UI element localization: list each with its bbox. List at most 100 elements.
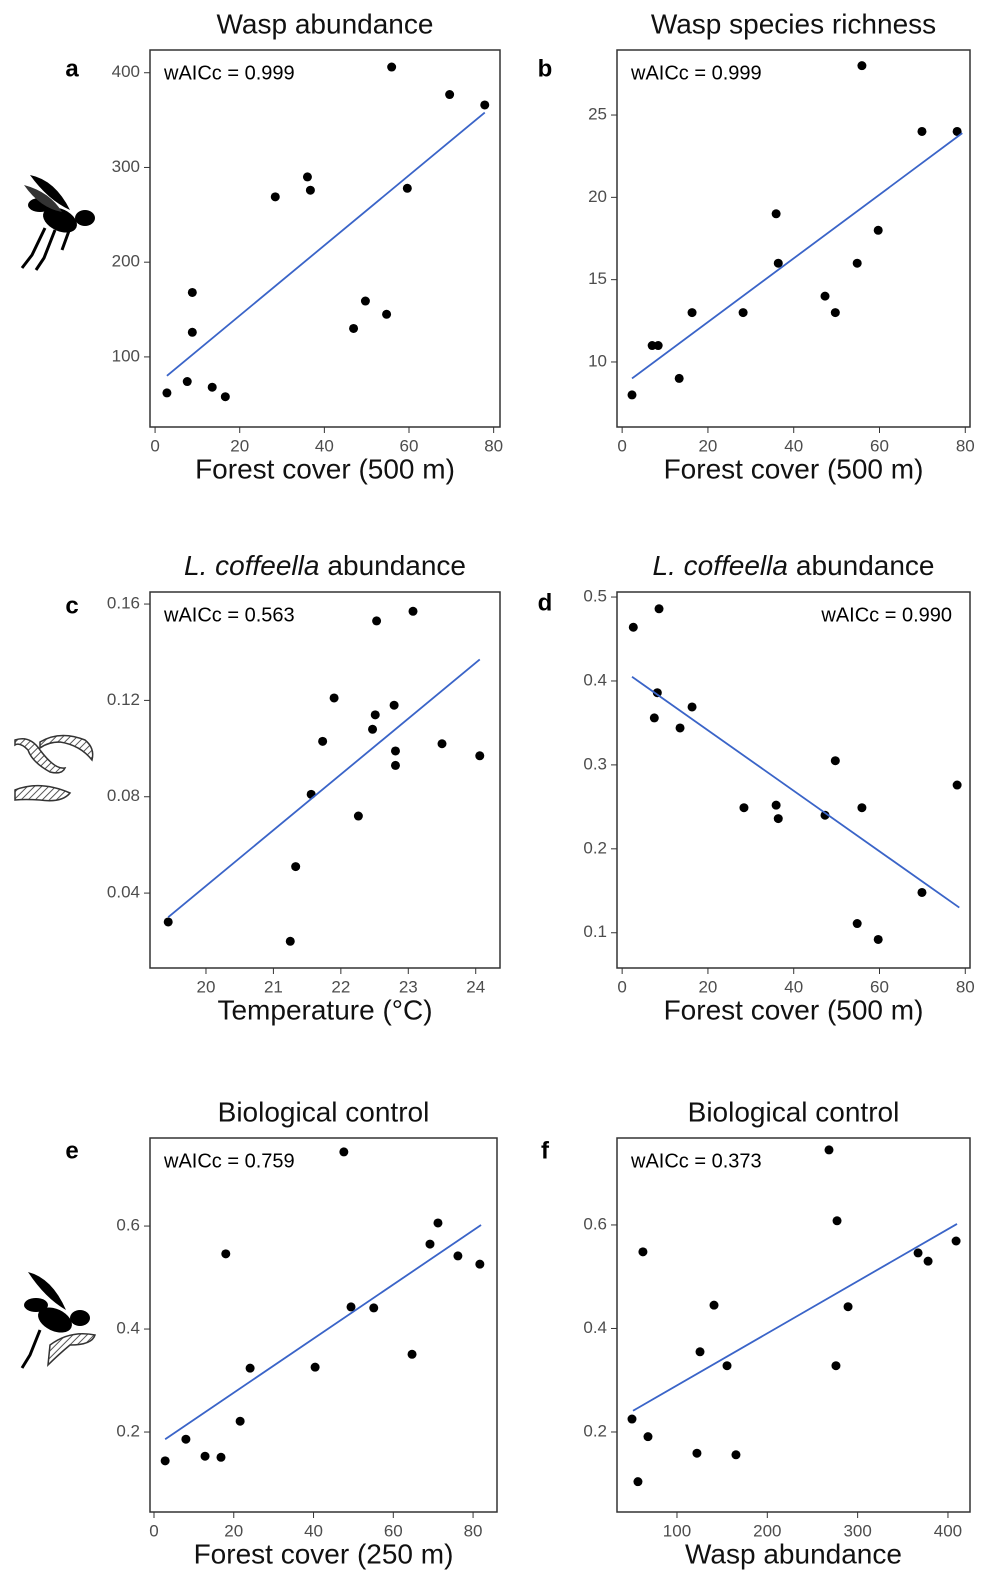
x-tick-label: 60 — [384, 1521, 403, 1540]
y-tick-label: 0.6 — [116, 1216, 140, 1235]
data-point — [200, 1451, 210, 1461]
data-point — [216, 1452, 226, 1462]
y-tick-label: 20 — [588, 187, 607, 206]
x-tick-label: 0 — [617, 977, 626, 996]
data-point — [738, 308, 748, 318]
data-point — [633, 1477, 643, 1487]
x-tick-label: 80 — [484, 436, 503, 455]
data-point — [390, 746, 400, 756]
data-point — [824, 1145, 834, 1155]
data-point — [372, 616, 382, 626]
annotation: wAICc = 0.999 — [163, 62, 295, 84]
x-axis-label: Wasp abundance — [685, 1538, 902, 1569]
data-point — [382, 309, 392, 319]
x-tick-label: 40 — [304, 1521, 323, 1540]
data-point — [652, 688, 662, 698]
data-point — [285, 936, 295, 946]
data-point — [181, 1434, 191, 1444]
x-tick-label: 20 — [698, 436, 717, 455]
x-tick-label: 20 — [698, 977, 717, 996]
data-point — [346, 1302, 356, 1312]
data-point — [220, 392, 230, 402]
data-point — [832, 1216, 842, 1226]
x-tick-label: 0 — [617, 436, 626, 455]
data-point — [329, 693, 339, 703]
panel-label: b — [538, 55, 553, 82]
data-point — [207, 382, 217, 392]
x-axis-label: Temperature (°C) — [217, 994, 432, 1025]
data-point — [291, 862, 301, 872]
data-point — [857, 61, 867, 71]
x-tick-label: 22 — [331, 977, 350, 996]
data-point — [627, 1414, 637, 1424]
data-point — [687, 702, 697, 712]
x-tick-label: 20 — [197, 977, 216, 996]
annotation: wAICc = 0.999 — [630, 62, 762, 84]
x-tick-label: 60 — [870, 977, 889, 996]
y-tick-label: 10 — [588, 351, 607, 370]
y-tick-label: 0.12 — [107, 690, 140, 709]
data-point — [820, 291, 830, 301]
data-point — [627, 390, 637, 400]
panel-label: e — [65, 1137, 78, 1164]
data-point — [628, 622, 638, 632]
x-tick-label: 0 — [149, 1521, 158, 1540]
data-point — [917, 126, 927, 136]
y-tick-label: 300 — [112, 157, 140, 176]
fit-line — [167, 658, 481, 918]
annotation: wAICc = 0.373 — [630, 1150, 762, 1172]
y-tick-label: 0.2 — [116, 1422, 140, 1441]
data-point — [305, 185, 315, 195]
data-point — [339, 1147, 349, 1157]
data-point — [771, 800, 781, 810]
y-tick-label: 0.4 — [116, 1319, 140, 1338]
data-point — [709, 1300, 719, 1310]
data-point — [475, 1259, 485, 1269]
data-point — [653, 341, 663, 351]
x-tick-label: 20 — [224, 1521, 243, 1540]
x-tick-label: 21 — [264, 977, 283, 996]
fit-line — [631, 676, 960, 909]
panel-label: c — [65, 592, 78, 619]
y-tick-label: 0.04 — [107, 883, 140, 902]
chart-title: Wasp species richness — [651, 8, 936, 39]
wasp-icon — [20, 175, 95, 271]
plot-frame — [149, 591, 501, 969]
plot-frame — [149, 1137, 498, 1513]
plot-frame — [616, 591, 971, 969]
data-point — [187, 287, 197, 297]
data-point — [830, 308, 840, 318]
data-point — [182, 377, 192, 387]
data-point — [349, 323, 359, 333]
data-point — [674, 373, 684, 383]
data-point — [425, 1239, 435, 1249]
fit-line — [632, 1223, 958, 1412]
y-tick-label: 0.2 — [583, 838, 607, 857]
y-tick-label: 0.5 — [583, 587, 607, 606]
panel-label: a — [65, 55, 79, 82]
x-tick-label: 60 — [870, 436, 889, 455]
data-point — [390, 760, 400, 770]
data-point — [739, 803, 749, 813]
plot-frame — [149, 49, 501, 428]
chart-title: Wasp abundance — [217, 8, 434, 39]
data-point — [453, 1251, 463, 1261]
plot-frame — [616, 49, 971, 428]
data-point — [270, 192, 280, 202]
data-point — [638, 1247, 648, 1257]
x-tick-label: 300 — [843, 1521, 871, 1540]
x-tick-label: 100 — [663, 1521, 691, 1540]
data-point — [302, 172, 312, 182]
x-axis-label: Forest cover (250 m) — [194, 1538, 454, 1569]
data-point — [857, 803, 867, 813]
y-tick-label: 0.08 — [107, 786, 140, 805]
data-point — [952, 126, 962, 136]
data-point — [773, 258, 783, 268]
y-tick-label: 0.1 — [583, 922, 607, 941]
data-point — [917, 887, 927, 897]
data-point — [318, 736, 328, 746]
x-tick-label: 40 — [784, 977, 803, 996]
data-point — [306, 789, 316, 799]
fit-line — [631, 132, 963, 380]
y-tick-label: 25 — [588, 105, 607, 124]
